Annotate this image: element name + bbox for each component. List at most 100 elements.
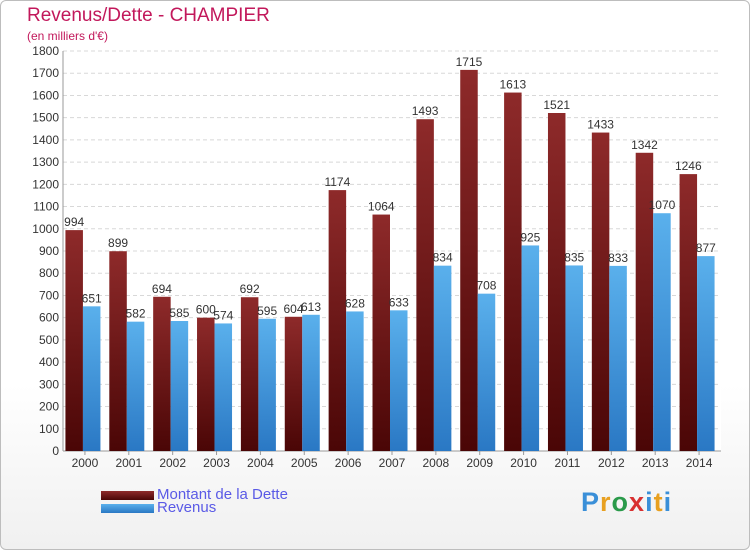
x-tick-label: 2000 bbox=[72, 456, 99, 470]
y-tick-label: 1800 bbox=[32, 44, 59, 58]
x-tick-label: 2010 bbox=[510, 456, 537, 470]
y-tick-label: 1200 bbox=[32, 177, 59, 191]
logo-letter: r bbox=[600, 487, 612, 517]
bar-dette bbox=[372, 214, 390, 451]
logo-letter: o bbox=[611, 487, 630, 517]
data-label-revenus: 633 bbox=[389, 295, 409, 309]
x-tick-label: 2014 bbox=[686, 456, 713, 470]
data-label-revenus: 628 bbox=[345, 296, 365, 310]
chart-subtitle: (en milliers d'€) bbox=[27, 29, 108, 43]
y-tick-label: 800 bbox=[39, 266, 59, 280]
bar-revenus bbox=[433, 265, 452, 451]
y-tick-label: 600 bbox=[39, 311, 59, 325]
data-label-dette: 692 bbox=[240, 282, 260, 296]
bar-revenus bbox=[390, 310, 408, 451]
x-tick-label: 2003 bbox=[203, 456, 230, 470]
bar-dette bbox=[284, 316, 303, 451]
bar-revenus bbox=[258, 318, 276, 451]
bar-dette bbox=[416, 119, 434, 451]
bar-dette bbox=[65, 230, 83, 451]
data-label-revenus: 925 bbox=[520, 230, 540, 244]
data-label-dette: 1715 bbox=[456, 55, 483, 69]
y-tick-label: 1400 bbox=[32, 133, 59, 147]
y-tick-label: 1500 bbox=[32, 111, 59, 125]
bar-revenus bbox=[609, 265, 627, 451]
data-label-revenus: 834 bbox=[433, 251, 453, 265]
logo-letter: i bbox=[645, 487, 654, 517]
data-label-dette: 1493 bbox=[412, 104, 439, 118]
y-tick-label: 1100 bbox=[33, 200, 59, 214]
x-tick-label: 2007 bbox=[379, 456, 406, 470]
proxiti-logo: Proxiti bbox=[581, 487, 672, 518]
bar-revenus bbox=[653, 213, 671, 451]
data-label-revenus: 708 bbox=[476, 279, 496, 293]
data-label-revenus: 877 bbox=[696, 241, 716, 255]
y-tick-label: 100 bbox=[39, 422, 59, 436]
legend-swatch-revenus bbox=[101, 504, 154, 513]
data-label-dette: 600 bbox=[196, 303, 216, 317]
bar-dette bbox=[547, 113, 566, 451]
x-tick-label: 2008 bbox=[423, 456, 450, 470]
data-label-revenus: 585 bbox=[169, 306, 189, 320]
legend-label-dette: Montant de la Dette bbox=[157, 486, 288, 503]
bar-dette bbox=[109, 251, 127, 451]
data-label-revenus: 1070 bbox=[649, 198, 676, 212]
x-tick-label: 2011 bbox=[555, 456, 581, 470]
chart-title: Revenus/Dette - CHAMPIER bbox=[27, 5, 270, 26]
data-label-dette: 994 bbox=[64, 215, 84, 229]
y-tick-label: 200 bbox=[39, 400, 59, 414]
bar-dette bbox=[679, 174, 698, 451]
bar-dette bbox=[635, 152, 654, 451]
data-label-revenus: 613 bbox=[301, 300, 321, 314]
data-label-dette: 1246 bbox=[675, 159, 702, 173]
data-label-dette: 604 bbox=[284, 302, 304, 316]
data-label-revenus: 833 bbox=[608, 251, 628, 265]
data-label-dette: 694 bbox=[152, 282, 172, 296]
x-tick-label: 2009 bbox=[466, 456, 493, 470]
bar-dette bbox=[153, 296, 171, 451]
bar-revenus bbox=[477, 293, 496, 451]
legend-swatch-dette bbox=[101, 491, 154, 500]
x-tick-label: 2012 bbox=[598, 456, 625, 470]
y-tick-label: 900 bbox=[39, 244, 59, 258]
y-tick-label: 500 bbox=[39, 333, 59, 347]
bar-revenus bbox=[82, 306, 101, 451]
bar-revenus bbox=[697, 256, 715, 451]
x-tick-label: 2006 bbox=[335, 456, 362, 470]
y-tick-label: 1700 bbox=[32, 66, 59, 80]
bar-revenus bbox=[565, 265, 583, 451]
logo-letter: t bbox=[653, 487, 664, 517]
bar-dette bbox=[328, 190, 347, 451]
bar-revenus bbox=[214, 323, 233, 451]
bar-dette bbox=[240, 297, 259, 451]
bar-revenus bbox=[346, 311, 364, 451]
bar-revenus bbox=[126, 321, 145, 451]
data-label-dette: 1433 bbox=[587, 118, 614, 132]
y-tick-label: 700 bbox=[39, 288, 59, 302]
bar-dette bbox=[197, 317, 215, 451]
data-label-revenus: 595 bbox=[257, 304, 277, 318]
data-label-dette: 1342 bbox=[631, 138, 658, 152]
data-label-dette: 1064 bbox=[368, 200, 395, 214]
bar-dette bbox=[591, 132, 610, 452]
logo-letter: x bbox=[629, 487, 646, 517]
data-label-revenus: 835 bbox=[564, 250, 584, 264]
data-label-dette: 899 bbox=[108, 236, 128, 250]
y-tick-label: 0 bbox=[52, 444, 59, 458]
legend-label-revenus: Revenus bbox=[157, 499, 217, 516]
bar-dette bbox=[504, 92, 522, 452]
x-tick-label: 2002 bbox=[159, 456, 186, 470]
x-tick-label: 2004 bbox=[247, 456, 274, 470]
bar-revenus bbox=[521, 245, 540, 451]
data-label-revenus: 651 bbox=[82, 291, 102, 305]
bar-revenus bbox=[302, 314, 320, 451]
bar-revenus bbox=[170, 321, 189, 451]
y-tick-label: 400 bbox=[39, 355, 59, 369]
y-tick-label: 1000 bbox=[32, 222, 59, 236]
x-tick-label: 2005 bbox=[291, 456, 318, 470]
data-label-dette: 1174 bbox=[324, 175, 350, 189]
y-tick-label: 1300 bbox=[32, 155, 59, 169]
data-label-revenus: 582 bbox=[126, 307, 146, 321]
